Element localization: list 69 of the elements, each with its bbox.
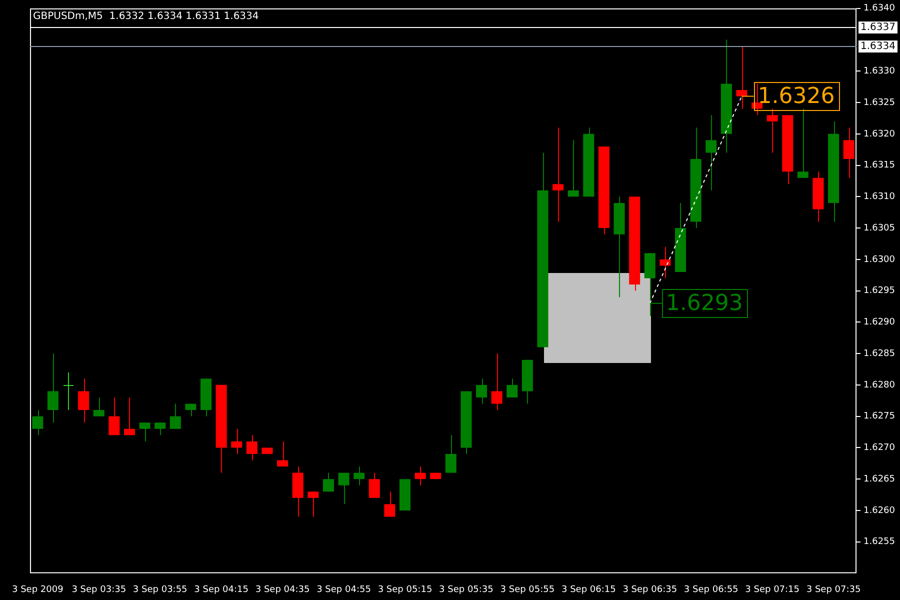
candlestick (277, 440, 288, 468)
y-tick-label: 1.6315 (864, 160, 896, 171)
candlestick (246, 434, 258, 461)
x-tick-label: 3 Sep 06:55 (684, 584, 738, 595)
candlestick (368, 472, 380, 498)
x-tick-label: 3 Sep 03:55 (132, 584, 188, 595)
candlestick (139, 422, 150, 442)
candlestick (797, 108, 808, 178)
candlestick (32, 410, 44, 436)
y-tick-label: 1.6285 (864, 348, 896, 359)
candlestick (338, 472, 350, 505)
y-tick-label: 1.6330 (864, 66, 896, 76)
candlestick (78, 378, 90, 424)
x-tick-label: 3 Sep 2009 (12, 584, 64, 595)
candlestick (445, 434, 456, 474)
candlestick (124, 396, 135, 436)
candlestick (552, 127, 564, 222)
annotation: 1.6326 (758, 84, 835, 109)
candlestick (476, 378, 488, 404)
y-tick-label: 1.6270 (864, 443, 896, 454)
y-tick-label: 1.6310 (864, 192, 896, 202)
x-tick-label: 3 Sep 04:15 (194, 584, 248, 595)
candlestick (93, 396, 104, 417)
candlestick (568, 140, 579, 198)
x-tick-label: 3 Sep 07:15 (745, 584, 800, 595)
candlestick (843, 127, 854, 178)
x-tick-label: 3 Sep 06:35 (622, 584, 678, 595)
y-tick-label: 1.6280 (864, 380, 896, 390)
ref-line-label: 1.6334 (860, 41, 896, 52)
y-tick-label: 1.6320 (864, 129, 896, 140)
annotation: 1.6293 (666, 291, 743, 316)
candlestick (506, 378, 518, 398)
y-tick-label: 1.6325 (864, 98, 896, 108)
candlestick (308, 491, 319, 518)
x-tick-label: 3 Sep 03:35 (72, 584, 126, 595)
y-tick-label: 1.6260 (864, 506, 896, 516)
candlestick (170, 403, 181, 430)
candlestick (185, 403, 196, 417)
y-tick-label: 1.6265 (864, 474, 896, 484)
x-tick-label: 3 Sep 04:55 (316, 584, 371, 595)
y-tick-label: 1.6305 (864, 223, 896, 234)
candlestick (47, 353, 58, 424)
candlestick (231, 428, 242, 454)
candlestick (322, 472, 334, 492)
y-tick-label: 1.6340 (864, 4, 896, 14)
candlestick (414, 466, 426, 486)
candlestick (660, 246, 671, 279)
y-tick-label: 1.6290 (864, 318, 896, 328)
candlestick (354, 466, 365, 486)
candlestick (108, 396, 120, 436)
chart-title: GBPUSDm,M5 1.6332 1.6334 1.6331 1.6334 (33, 10, 259, 22)
y-tick-label: 1.6255 (864, 537, 896, 548)
y-tick-label: 1.6275 (864, 412, 896, 422)
y-tick-label: 1.6300 (864, 254, 896, 265)
candlestick (766, 108, 778, 154)
x-tick-label: 3 Sep 07:35 (806, 584, 861, 595)
x-tick-label: 3 Sep 05:35 (439, 584, 494, 595)
candlestick (63, 372, 74, 411)
candlestick (706, 114, 717, 191)
candlestick (154, 422, 166, 436)
x-tick-label: 3 Sep 06:15 (561, 584, 616, 595)
y-tick-label: 1.6295 (864, 286, 896, 296)
x-tick-label: 3 Sep 04:35 (255, 584, 310, 595)
ref-line-label: 1.6337 (860, 22, 896, 34)
x-tick-label: 3 Sep 05:55 (500, 584, 555, 595)
candlestick (384, 491, 396, 518)
candlestick (736, 46, 748, 110)
candlestick (491, 353, 502, 411)
x-tick-label: 3 Sep 05:15 (378, 584, 432, 595)
